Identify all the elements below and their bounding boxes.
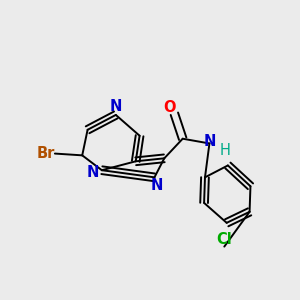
Text: N: N [110, 99, 122, 114]
Text: Cl: Cl [216, 232, 232, 247]
Text: N: N [203, 134, 216, 148]
Text: O: O [163, 100, 175, 115]
Text: Br: Br [36, 146, 55, 161]
Text: N: N [151, 178, 163, 193]
Text: N: N [87, 165, 99, 180]
Text: H: H [220, 142, 230, 158]
